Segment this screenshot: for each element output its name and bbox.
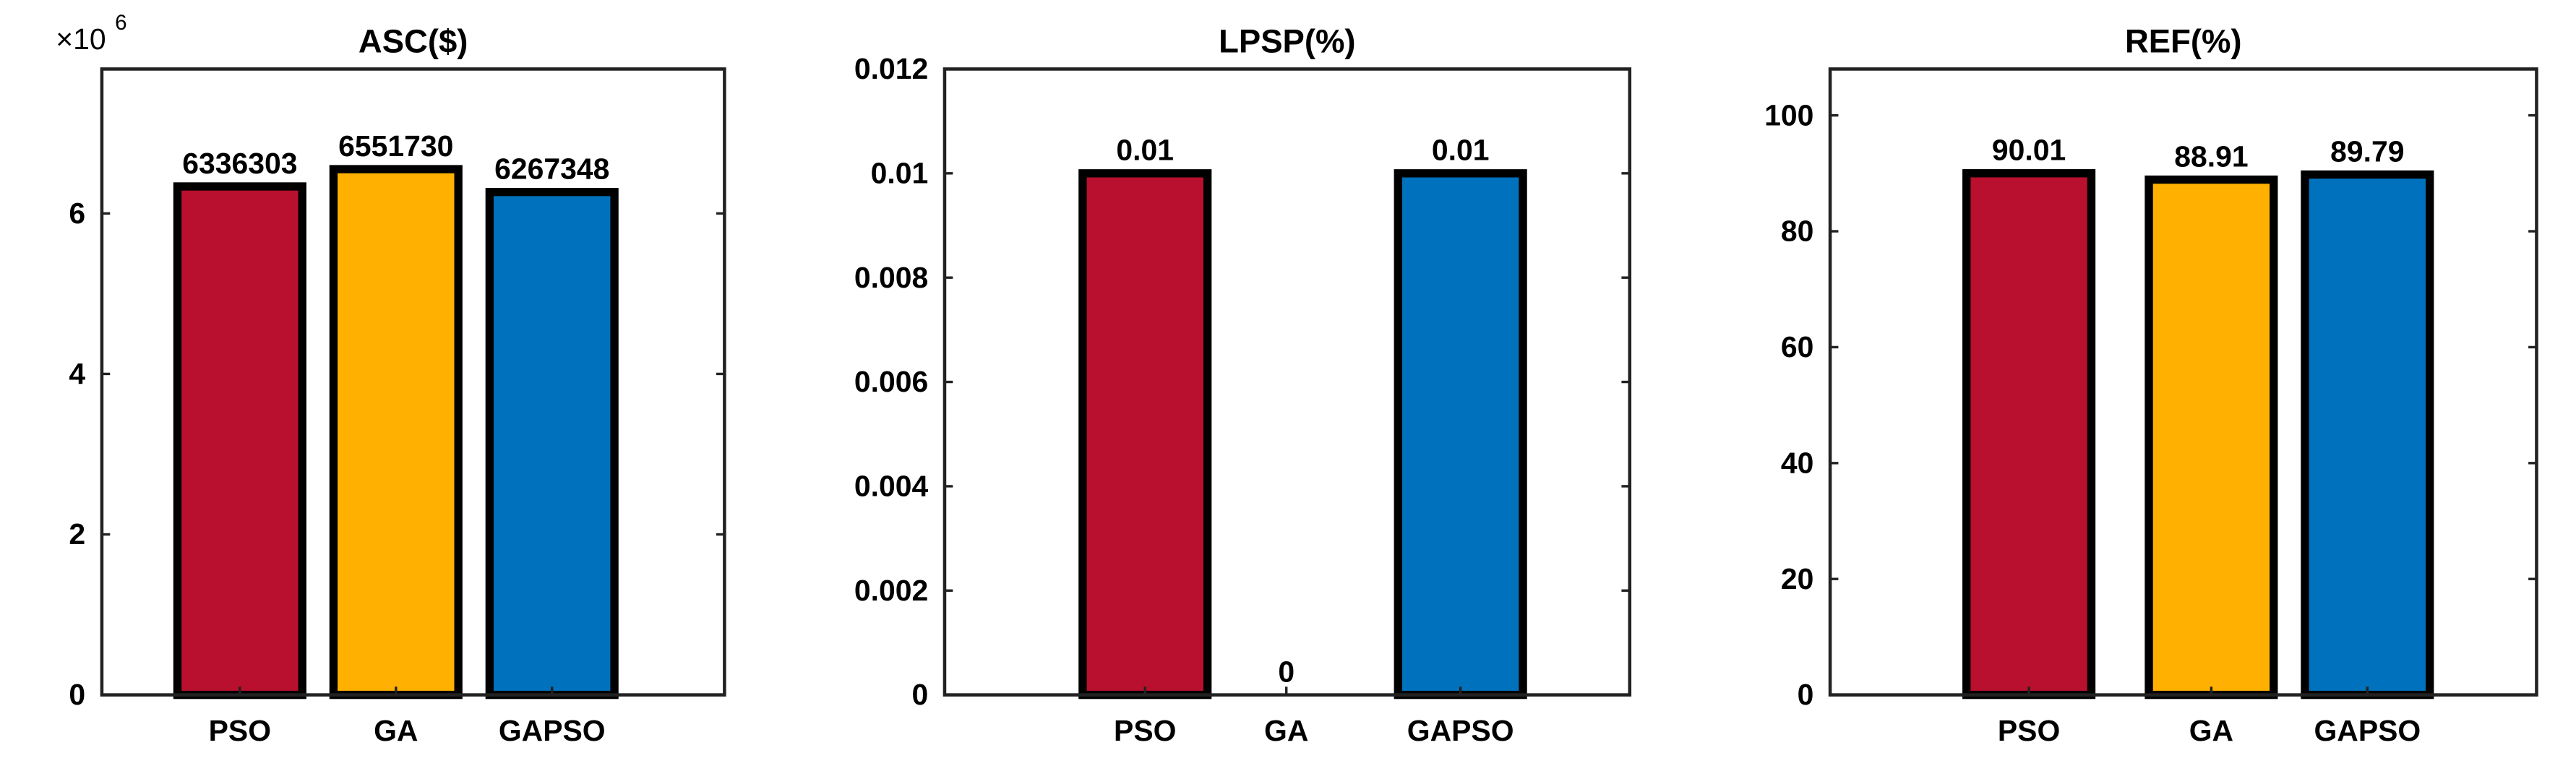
data-label-pso: 6336303 [182, 147, 297, 180]
chart-panel-2: 0.01 PSO 0 GA 0.01 GAPSO 0 0.002 0.004 0.006 0.008… [854, 23, 1632, 747]
bar-pso [1078, 169, 1212, 700]
bar-ga [329, 165, 463, 700]
chart-title: ASC($) [359, 23, 468, 60]
bar-gapso [2301, 170, 2434, 700]
data-label-ga: 0 [1278, 655, 1295, 688]
x-tick-label-gapso: GAPSO [1407, 714, 1514, 747]
data-label-pso: 0.01 [1116, 134, 1174, 167]
bar-gapso [485, 187, 619, 700]
y-tick-label: 0.01 [871, 156, 929, 189]
bar-pso [1962, 169, 2096, 700]
chart-title: LPSP(%) [1219, 23, 1355, 60]
y-tick-label: 6 [69, 197, 85, 230]
y-tick-label: 40 [1781, 446, 1814, 479]
x-tick-label-pso: PSO [1998, 714, 2060, 747]
axes-box [100, 67, 726, 697]
y-tick-label: 0.008 [854, 261, 928, 294]
axes-box [943, 67, 1632, 697]
chart-panel-1: 6336303 PSO 6551730 GA 6267348 GAPSO 0 2 4 6 ASC($… [56, 11, 726, 747]
y-tick-label: 60 [1781, 330, 1814, 363]
data-label-ga: 88.91 [2174, 139, 2248, 173]
data-label-gapso: 6267348 [494, 152, 609, 185]
y-tick-label: 0.002 [854, 574, 928, 607]
x-tick-label-ga: GA [1264, 714, 1308, 747]
y-tick-label: 0 [911, 678, 928, 711]
y-tick-label: 0.006 [854, 365, 928, 398]
x-tick-label-ga: GA [374, 714, 418, 747]
y-tick-label: 4 [69, 357, 85, 390]
axes-box [1828, 67, 2538, 697]
chart-panel-3: 90.01 PSO 88.91 GA 89.79 GAPSO 0 20 40 60 80 100 REF… [1764, 23, 2538, 747]
y-tick-label: 80 [1781, 215, 1814, 248]
y-tick-label: 0.012 [854, 52, 928, 85]
x-tick-label-pso: PSO [1114, 714, 1176, 747]
x-tick-label-gapso: GAPSO [499, 714, 606, 747]
y-axis-multiplier-exponent: 6 [115, 11, 126, 35]
y-tick-label: 0 [69, 678, 85, 711]
data-label-gapso: 0.01 [1432, 134, 1490, 167]
y-tick-label: 20 [1781, 562, 1814, 595]
y-axis-multiplier: ×10 [56, 22, 106, 56]
y-tick-label: 100 [1764, 98, 1813, 132]
y-tick-label: 2 [69, 517, 85, 551]
chart-root: 6336303PSO6551730GA6267348GAPSO0246ASC($… [56, 11, 2538, 747]
y-tick-label: 0 [1798, 678, 1814, 711]
data-label-gapso: 89.79 [2330, 134, 2404, 168]
data-label-ga: 6551730 [338, 129, 453, 163]
bar-gapso [1394, 169, 1527, 700]
x-tick-label-ga: GA [2189, 714, 2233, 747]
data-label-pso: 90.01 [1992, 134, 2066, 167]
x-tick-label-gapso: GAPSO [2314, 714, 2421, 747]
bar-ga [2144, 175, 2278, 700]
chart-title: REF(%) [2125, 23, 2242, 60]
bar-pso [173, 182, 306, 700]
y-tick-label: 0.004 [854, 470, 929, 503]
x-tick-label-pso: PSO [209, 714, 271, 747]
